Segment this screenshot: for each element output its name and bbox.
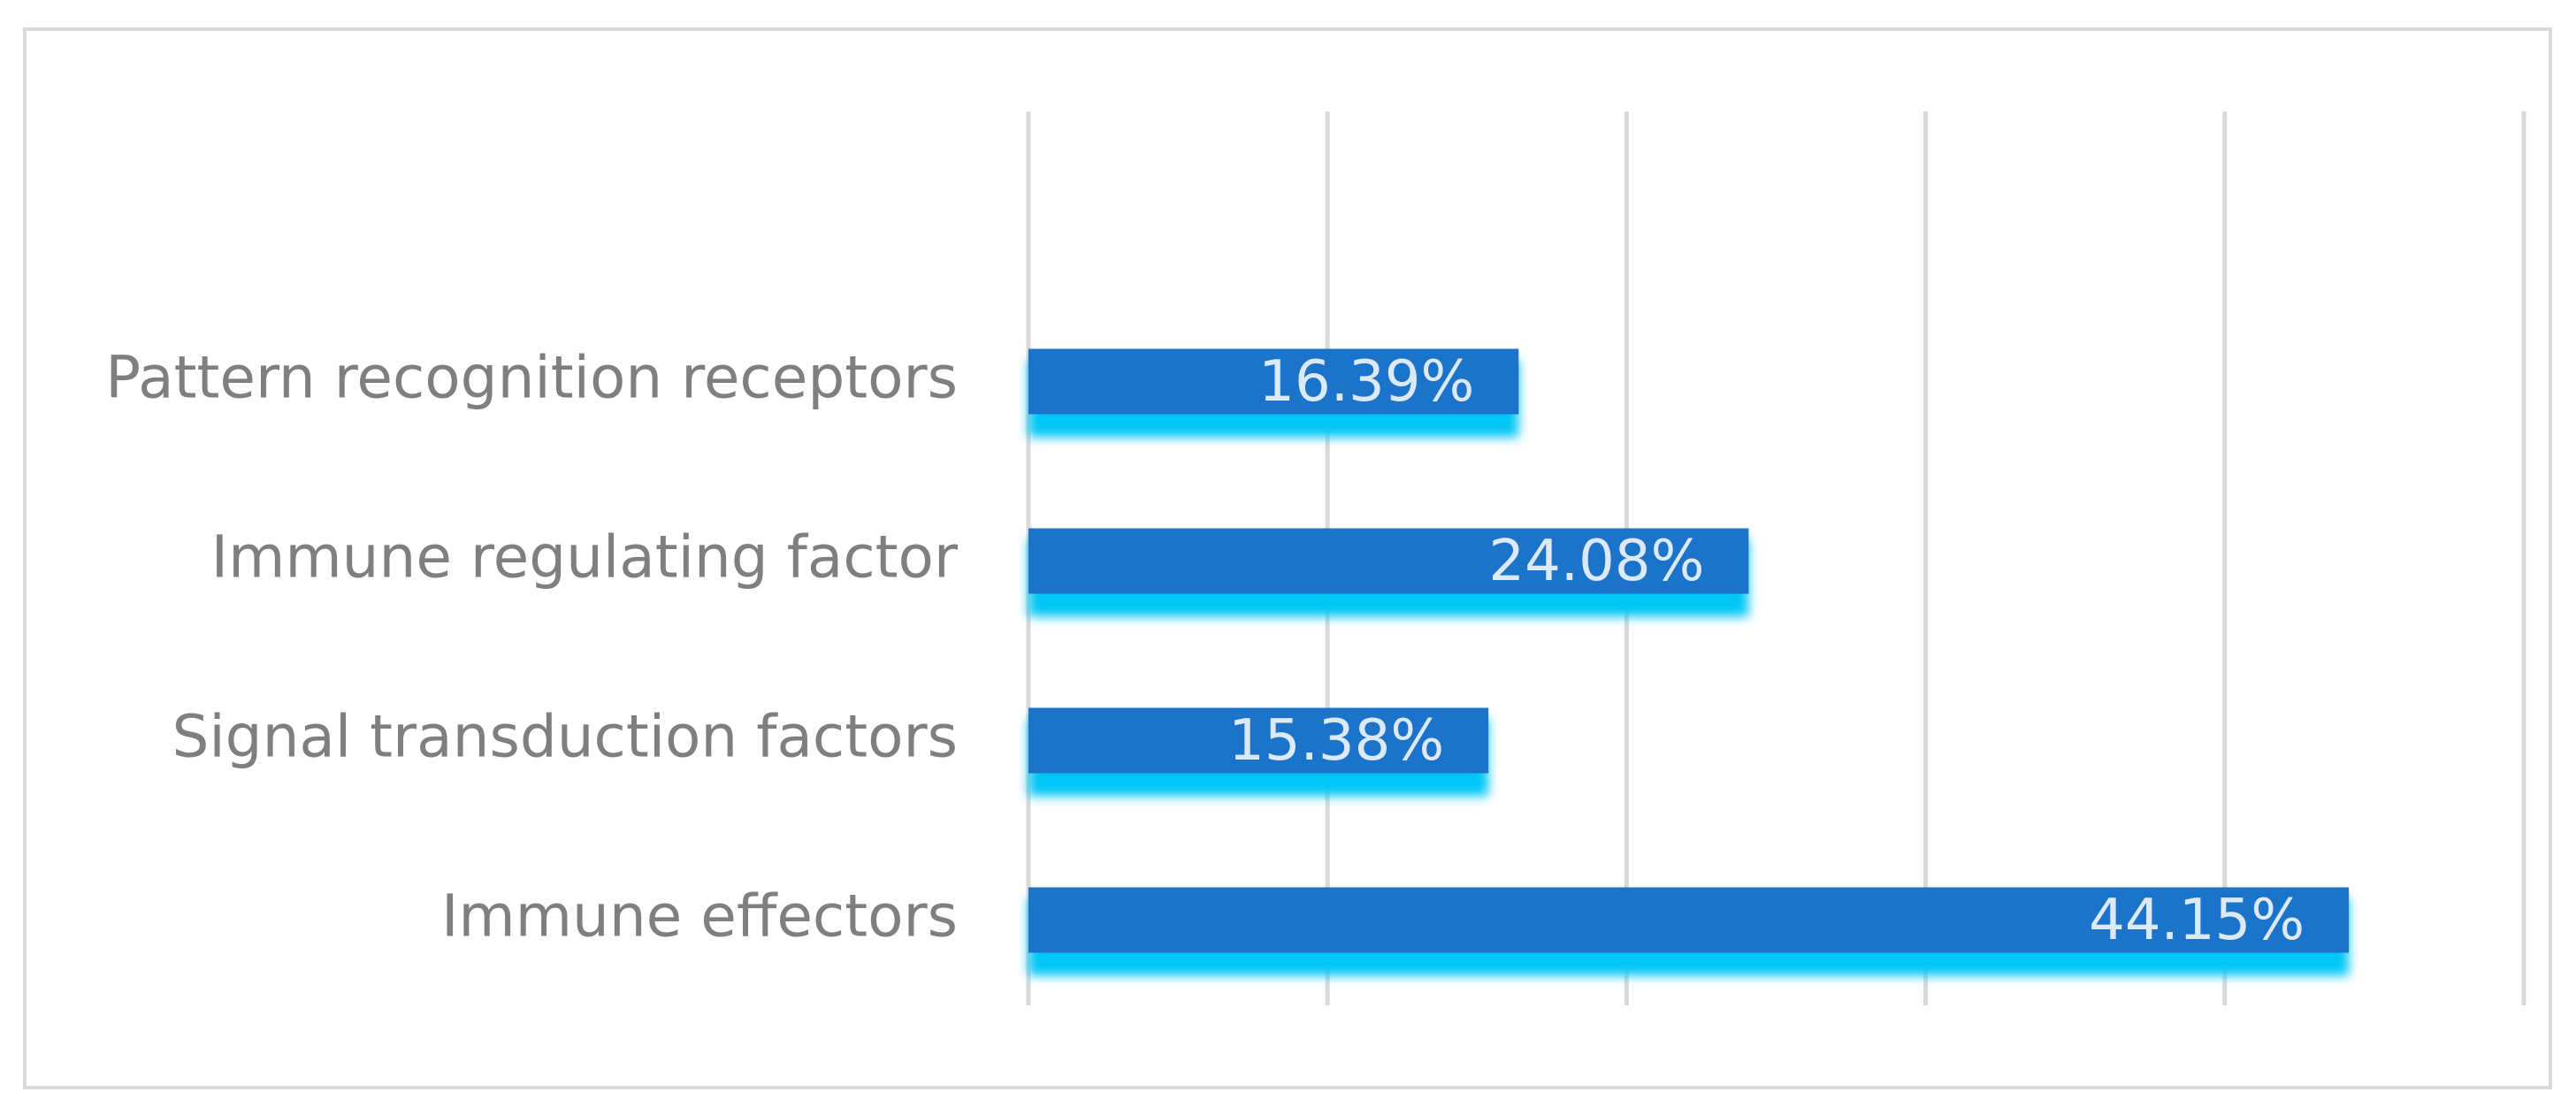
- value-label: 44.15%: [2089, 888, 2305, 953]
- y-tick-label: Immune regulating factor: [211, 523, 959, 592]
- bar: [1028, 887, 2350, 953]
- value-label: 24.08%: [1488, 529, 1704, 594]
- bar: [1028, 707, 1489, 774]
- bar: [1028, 348, 1519, 415]
- y-tick-label: Immune effectors: [441, 882, 958, 951]
- bar: [1028, 528, 1749, 594]
- value-label: 16.39%: [1258, 349, 1474, 415]
- y-tick-label: Signal transduction factors: [172, 703, 958, 771]
- value-label: 15.38%: [1228, 708, 1444, 774]
- y-tick-label: Pattern recognition receptors: [105, 344, 958, 412]
